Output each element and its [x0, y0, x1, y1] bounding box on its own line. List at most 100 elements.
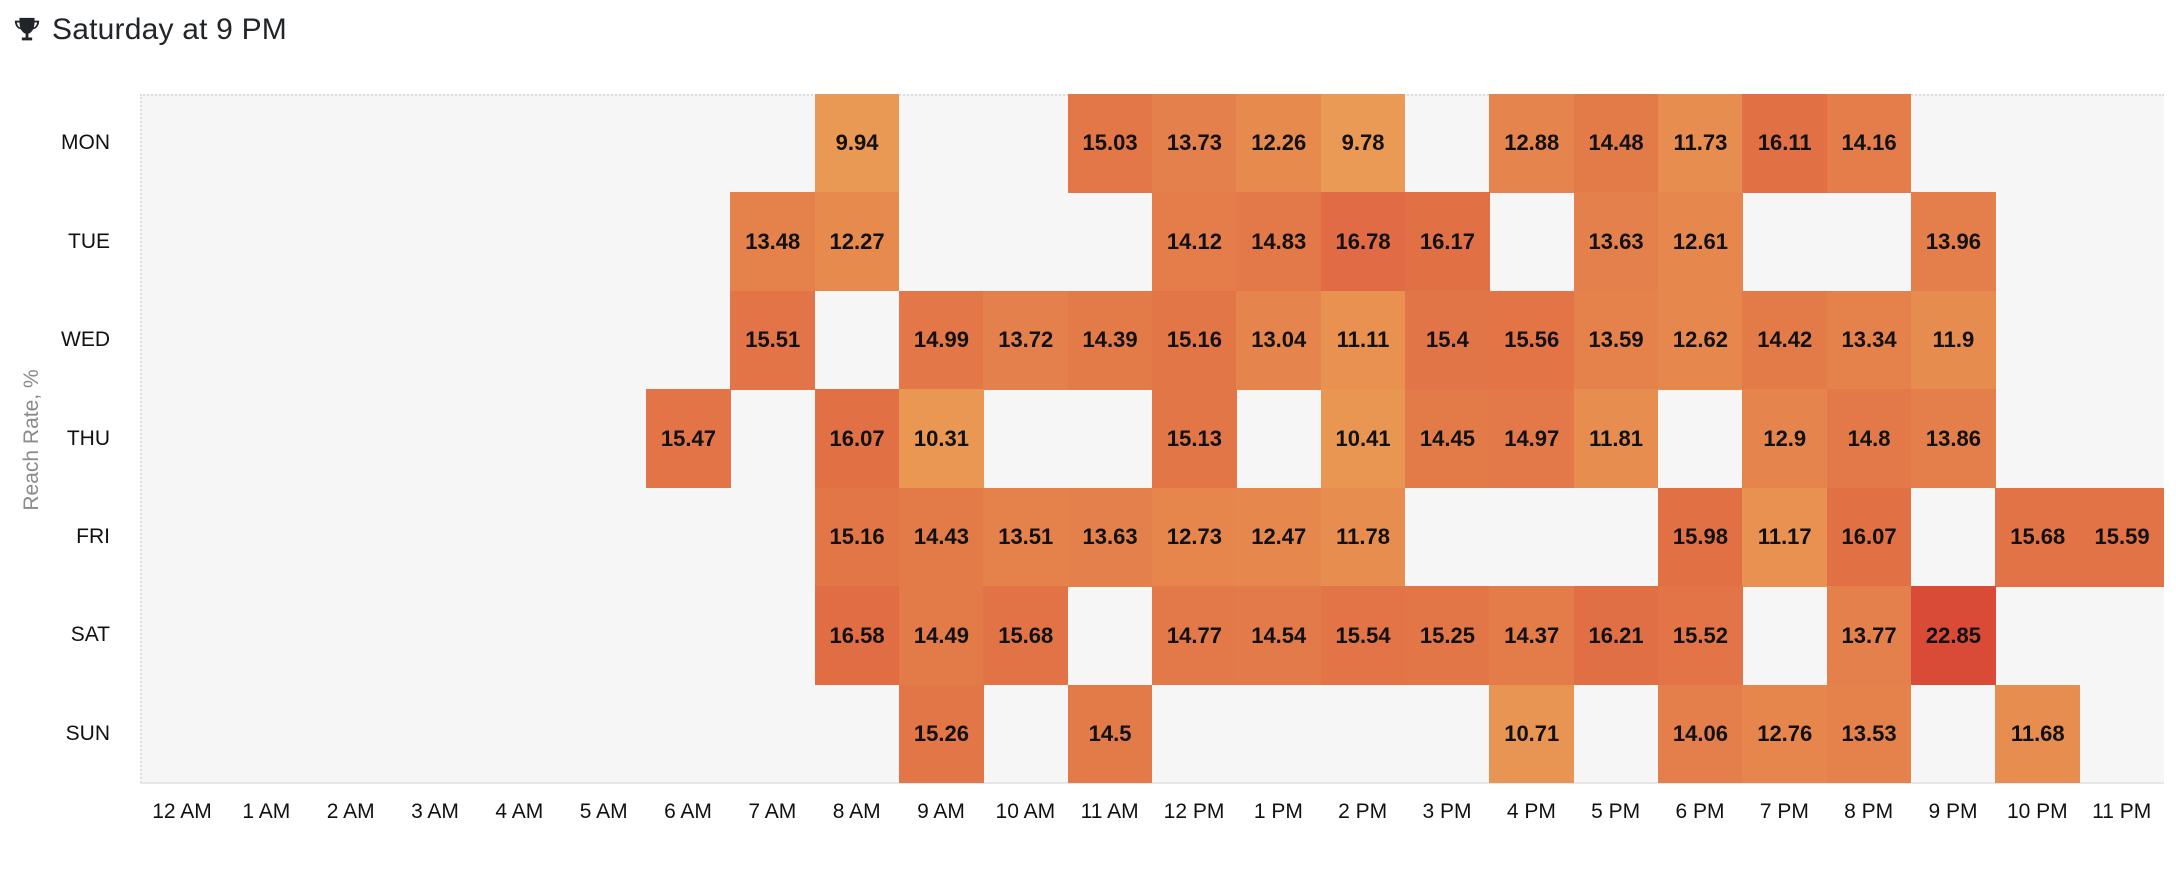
heatmap-cell[interactable]: 15.52: [1658, 586, 1743, 686]
heatmap-cell[interactable]: 13.53: [1826, 684, 1912, 784]
x-tick-label: 7 AM: [748, 800, 797, 823]
heatmap-cell[interactable]: 12.76: [1742, 684, 1828, 784]
heatmap-cell[interactable]: 15.03: [1067, 94, 1153, 193]
heatmap-cell[interactable]: 13.96: [1911, 192, 1996, 292]
y-tick-mon: MON: [61, 131, 110, 155]
heatmap-cell[interactable]: 13.51: [983, 487, 1069, 587]
heatmap-cell[interactable]: 12.62: [1658, 290, 1743, 390]
x-tick-label: 2 PM: [1338, 800, 1388, 823]
heatmap-cell[interactable]: 14.06: [1658, 684, 1743, 784]
heatmap-cell[interactable]: 13.63: [1067, 487, 1153, 587]
heatmap-cell[interactable]: 12.9: [1742, 389, 1828, 489]
heatmap-cell[interactable]: 12.26: [1236, 94, 1322, 193]
heatmap-cell[interactable]: 15.51: [730, 290, 816, 390]
heatmap-cell[interactable]: 10.71: [1489, 684, 1575, 784]
heatmap-cell[interactable]: 11.17: [1742, 487, 1828, 587]
x-tick-label: 10 PM: [2006, 800, 2068, 823]
heatmap-cell[interactable]: 14.83: [1236, 192, 1322, 292]
heatmap-cell[interactable]: 15.16: [1152, 290, 1237, 390]
heatmap-cell[interactable]: 15.98: [1658, 487, 1743, 587]
heatmap-cell[interactable]: 15.25: [1405, 586, 1490, 686]
heatmap-cell[interactable]: 14.42: [1742, 290, 1828, 390]
heatmap-cell[interactable]: 13.72: [983, 290, 1069, 390]
heatmap-cell[interactable]: 13.77: [1826, 586, 1912, 686]
heatmap-cell[interactable]: 11.73: [1658, 94, 1743, 193]
heatmap-cell[interactable]: 11.81: [1573, 389, 1659, 489]
heatmap-cell[interactable]: 15.56: [1489, 290, 1575, 390]
x-tick-label: 9 PM: [1928, 800, 1978, 823]
heatmap-cell[interactable]: 15.54: [1320, 586, 1406, 686]
heatmap-cell[interactable]: 16.11: [1742, 94, 1828, 193]
heatmap-cell[interactable]: 11.11: [1320, 290, 1406, 390]
heatmap-cell[interactable]: 11.68: [1995, 684, 2081, 784]
y-tick-tue: TUE: [68, 229, 110, 253]
heatmap-cell[interactable]: 15.68: [1995, 487, 2081, 587]
heatmap-cell[interactable]: 16.58: [814, 586, 900, 686]
heatmap-cell[interactable]: 9.94: [814, 94, 900, 193]
x-tick-label: 8 AM: [832, 800, 881, 823]
x-tick-label: 3 PM: [1422, 800, 1472, 823]
heatmap-cell[interactable]: 16.21: [1573, 586, 1659, 686]
heatmap-cell[interactable]: 13.48: [730, 192, 816, 292]
heatmap-cell[interactable]: 14.99: [899, 290, 984, 390]
x-tick-label: 1 PM: [1253, 800, 1303, 823]
heatmap-cell[interactable]: 13.59: [1573, 290, 1659, 390]
heatmap-cell[interactable]: 11.9: [1911, 290, 1996, 390]
x-tick-label: 12 PM: [1163, 800, 1225, 823]
heatmap-cell[interactable]: 13.04: [1236, 290, 1322, 390]
x-tick-label: 1 AM: [242, 800, 291, 823]
x-tick-label: 2 AM: [326, 800, 375, 823]
x-tick-label: 11 AM: [1080, 800, 1139, 823]
heatmap-cell[interactable]: 15.26: [899, 684, 984, 784]
trophy-icon: [14, 17, 40, 41]
heatmap-cell[interactable]: 14.5: [1067, 684, 1153, 784]
y-tick-sat: SAT: [70, 623, 110, 647]
heatmap-cell[interactable]: 14.37: [1489, 586, 1575, 686]
heatmap-cell[interactable]: 15.13: [1152, 389, 1237, 489]
heatmap-cell[interactable]: 12.73: [1152, 487, 1237, 587]
heatmap-cell[interactable]: 15.59: [2079, 487, 2165, 587]
heatmap-cell[interactable]: 9.78: [1320, 94, 1406, 193]
heatmap-cell[interactable]: 10.41: [1320, 389, 1406, 489]
heatmap-cell[interactable]: 14.39: [1067, 290, 1153, 390]
heatmap-cell[interactable]: 12.27: [814, 192, 900, 292]
heatmap-cell[interactable]: 15.4: [1405, 290, 1490, 390]
heatmap-cell[interactable]: 12.88: [1489, 94, 1575, 193]
heatmap-cell[interactable]: 14.43: [899, 487, 984, 587]
heatmap-cell[interactable]: 12.61: [1658, 192, 1743, 292]
heatmap-cell[interactable]: 11.78: [1320, 487, 1406, 587]
heatmap-cell[interactable]: 14.12: [1152, 192, 1237, 292]
heatmap-cell[interactable]: 13.86: [1911, 389, 1996, 489]
heatmap-cell[interactable]: 15.16: [814, 487, 900, 587]
x-tick-label: 9 AM: [917, 800, 965, 823]
heatmap-cell[interactable]: 15.68: [983, 586, 1069, 686]
heatmap-cell[interactable]: 16.78: [1320, 192, 1406, 292]
x-tick-label: 11 PM: [2092, 800, 2152, 823]
y-tick-fri: FRI: [76, 524, 110, 548]
heatmap-cell[interactable]: 10.31: [899, 389, 984, 489]
heatmap-cell[interactable]: 13.34: [1826, 290, 1912, 390]
x-tick-label: 12 AM: [152, 800, 212, 823]
heatmap-cell[interactable]: 22.85: [1911, 586, 1996, 686]
heatmap-cell[interactable]: 14.97: [1489, 389, 1575, 489]
heatmap-cell[interactable]: 14.54: [1236, 586, 1322, 686]
x-tick-label: 6 AM: [664, 800, 712, 823]
heatmap-cell[interactable]: 16.07: [1826, 487, 1912, 587]
heatmap-cell[interactable]: 16.07: [814, 389, 900, 489]
x-tick-label: 5 AM: [579, 800, 628, 823]
heatmap-cell[interactable]: 14.45: [1405, 389, 1490, 489]
x-tick-label: 10 AM: [995, 800, 1056, 823]
heatmap-cell[interactable]: 14.49: [899, 586, 984, 686]
heatmap-cell[interactable]: 14.77: [1152, 586, 1237, 686]
y-tick-sun: SUN: [65, 721, 110, 745]
heatmap-cell[interactable]: 14.8: [1826, 389, 1912, 489]
heatmap-cell[interactable]: 12.47: [1236, 487, 1322, 587]
heatmap-cell[interactable]: 14.48: [1573, 94, 1659, 193]
x-tick-label: 3 AM: [411, 800, 459, 823]
title-text: Saturday at 9 PM: [52, 13, 287, 46]
heatmap-cell[interactable]: 13.73: [1152, 94, 1237, 193]
heatmap-cell[interactable]: 16.17: [1405, 192, 1490, 292]
heatmap-cell[interactable]: 14.16: [1826, 94, 1912, 193]
heatmap-cell[interactable]: 15.47: [646, 389, 731, 489]
heatmap-cell[interactable]: 13.63: [1573, 192, 1659, 292]
